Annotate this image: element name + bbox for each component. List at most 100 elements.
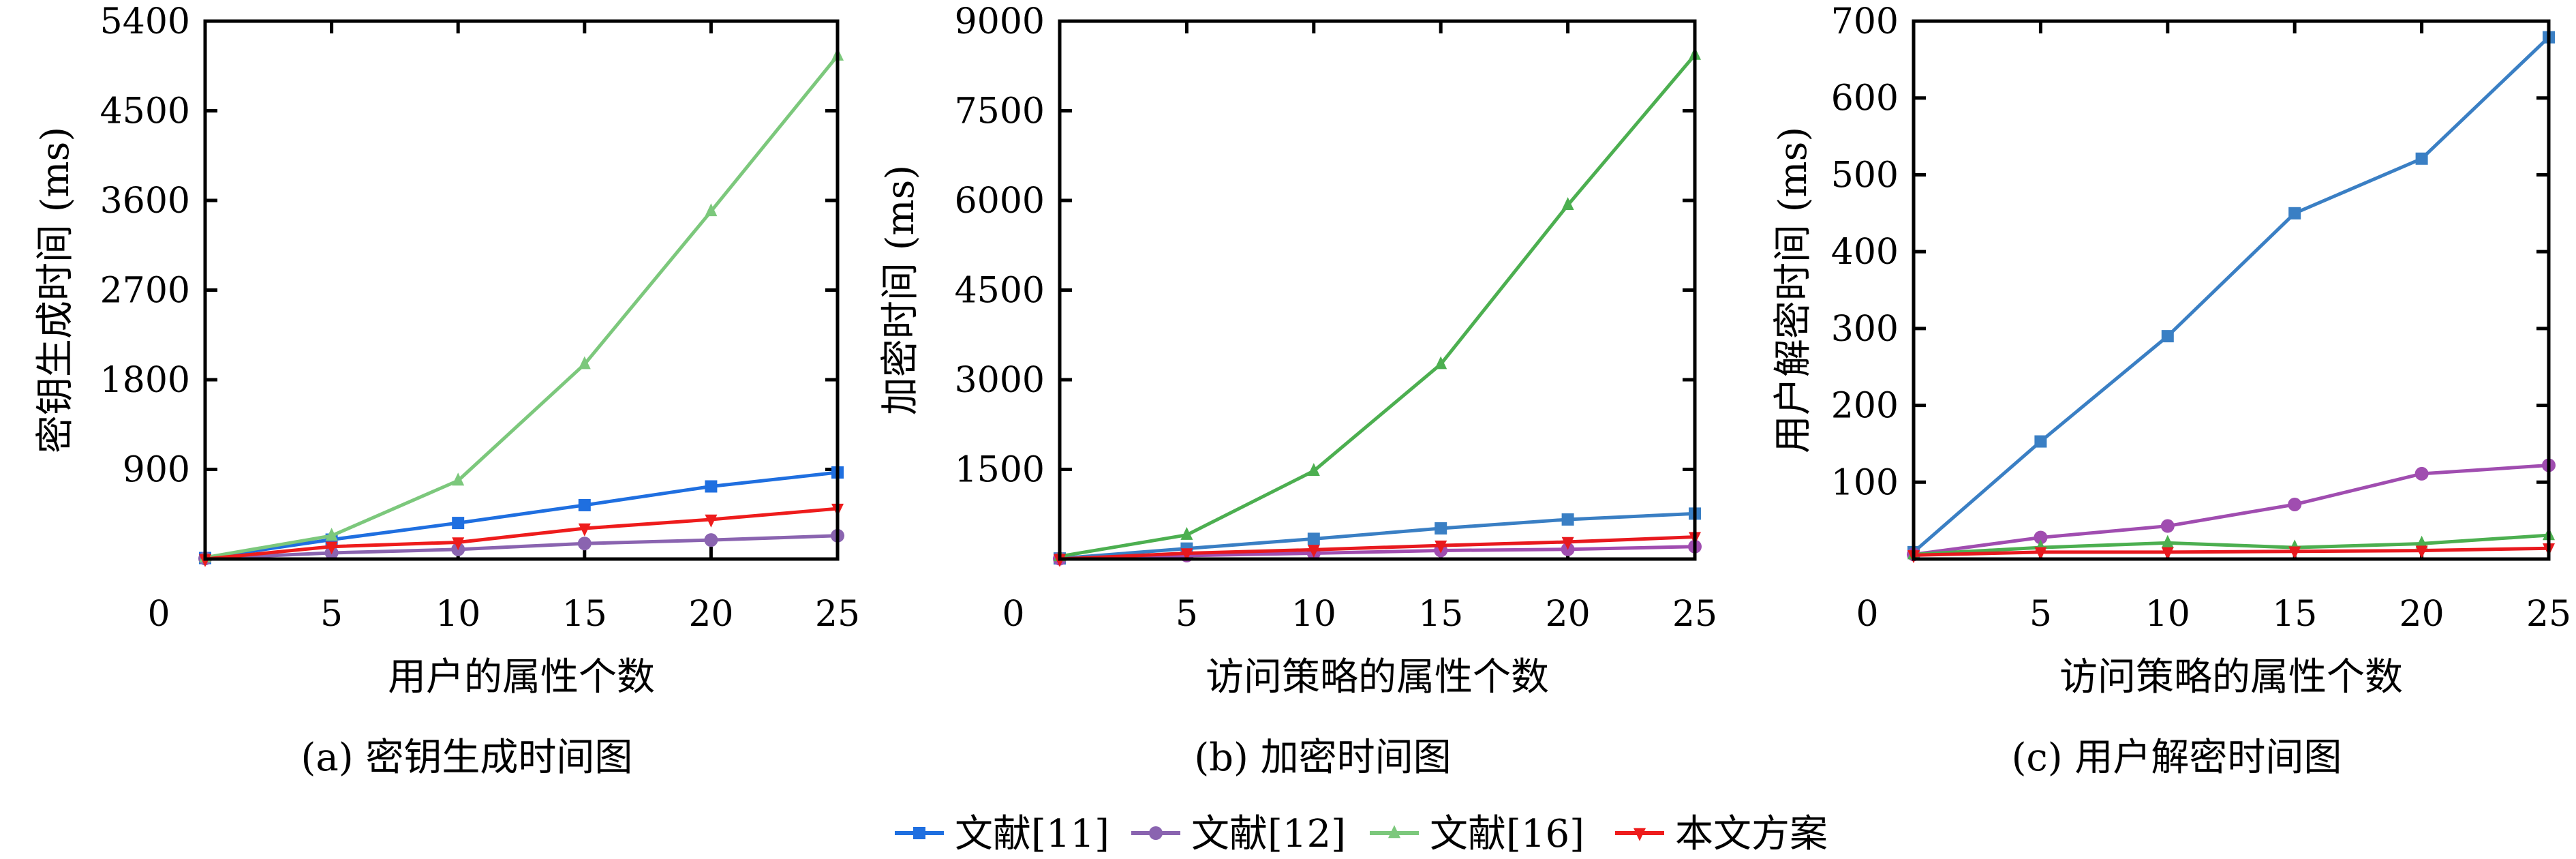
plot-frame [1058,19,1697,561]
series-4 [1054,532,1701,567]
data-point [1435,356,1447,370]
y-tick-label: 3000 [955,360,1045,401]
x-axis-label: 用户的属性个数 [388,655,655,699]
data-point [2034,435,2047,448]
legend-label: 文献[11] [955,812,1109,856]
plot-frame [1912,19,2551,561]
y-tick-label: 700 [1831,1,1899,42]
data-point [325,528,338,541]
legend-marker-icon [1149,826,1163,840]
series-line [1913,546,2549,557]
y-tick-label: 5400 [100,1,190,42]
plot-frame [203,19,840,561]
data-point [1561,513,1574,526]
series-line [1913,533,2549,556]
x-tick-label: 5 [1176,594,1198,635]
legend-item: 文献[12] [1131,812,1346,856]
x-tick-label: 15 [562,594,607,635]
x-tick-label: 0 [1856,594,1878,635]
y-axis-label: 密钥生成时间 (ms) [33,127,78,453]
chart-caption: (c) 用户解密时间图 [2012,736,2342,780]
legend-marker-icon [1388,825,1400,839]
x-tick-label: 25 [2526,594,2571,635]
data-point [2161,534,2174,548]
series-3 [199,48,844,563]
series-line [204,470,838,560]
legend-marker-icon [913,827,925,839]
y-tick-label: 500 [1831,155,1899,196]
series-line [204,507,838,561]
x-tick-label: 10 [435,594,480,635]
data-point [1435,540,1447,554]
y-tick-label: 4500 [100,91,190,132]
series-2 [198,528,844,566]
y-tick-label: 900 [123,450,190,491]
data-point [2034,530,2048,545]
x-tick-label: 0 [1002,594,1024,635]
x-axis-label: 访问策略的属性个数 [2059,655,2403,699]
y-tick-label: 100 [1831,462,1899,503]
x-tick-label: 15 [1418,594,1463,635]
legend-label: 文献[12] [1191,812,1346,856]
y-tick-label: 9000 [955,1,1045,42]
data-point [1561,537,1574,550]
series-line [1912,35,2550,554]
legend-label: 文献[16] [1430,812,1584,856]
x-tick-label: 0 [147,594,170,635]
series-line [1059,511,1696,560]
data-point [577,537,592,551]
data-point [2160,519,2175,533]
legend-marker-icon [1634,828,1646,841]
data-point [452,517,465,530]
x-axis-label: 访问策略的属性个数 [1206,655,1549,699]
chart-caption: (b) 加密时间图 [1194,736,1451,780]
x-tick-label: 20 [2399,594,2444,635]
data-point [705,203,718,217]
x-tick-label: 5 [320,594,343,635]
data-point [578,498,591,511]
data-point [1307,463,1320,476]
series-line [1913,463,2549,556]
y-tick-label: 1800 [100,360,190,401]
data-point [2288,546,2301,560]
y-tick-label: 300 [1831,309,1899,350]
x-tick-label: 20 [688,594,733,635]
data-point [2288,497,2302,511]
y-axis-label: 用户解密时间 (ms) [1771,127,1815,453]
series-line [1059,545,1696,561]
series-3 [1054,46,1701,562]
data-point [1561,197,1574,211]
series-line [204,55,839,560]
data-point [2034,547,2047,560]
data-point [1180,548,1193,562]
chart-panel-c: 100 200 300 400 500 600 700 0 5 10 15 20 25 访问策略的属性个数… [1771,1,2571,780]
data-point [2414,466,2429,481]
data-point [705,514,718,528]
data-point [2288,207,2301,220]
y-tick-label: 200 [1831,386,1899,427]
data-point [2161,330,2174,343]
x-tick-label: 10 [1291,594,1336,635]
legend-item: 文献[11] [895,812,1109,856]
y-tick-label: 600 [1831,78,1899,119]
y-tick-label: 7500 [955,91,1045,132]
x-tick-label: 10 [2145,594,2190,635]
y-tick-label: 3600 [100,181,190,222]
data-point [1435,522,1447,535]
legend-label: 本文方案 [1675,812,1828,856]
data-point [2161,547,2174,560]
data-point [704,533,718,547]
y-axis-label: 加密时间 (ms) [878,165,923,415]
data-point [1307,545,1320,558]
data-point [1307,532,1320,545]
series-line [1059,535,1696,561]
data-point [452,472,465,486]
y-tick-label: 2700 [100,271,190,312]
data-point [578,356,591,370]
data-point [2415,152,2428,165]
legend: 文献[11] 文献[12] 文献[16] 本文方案 [895,812,1828,856]
data-point [2415,545,2428,559]
chart-panel-a: 900 1800 2700 3600 4500 5400 0 5 10 15 20 25 用户的属性个数… [33,1,860,780]
series-line [204,534,838,560]
data-point [1180,526,1193,540]
